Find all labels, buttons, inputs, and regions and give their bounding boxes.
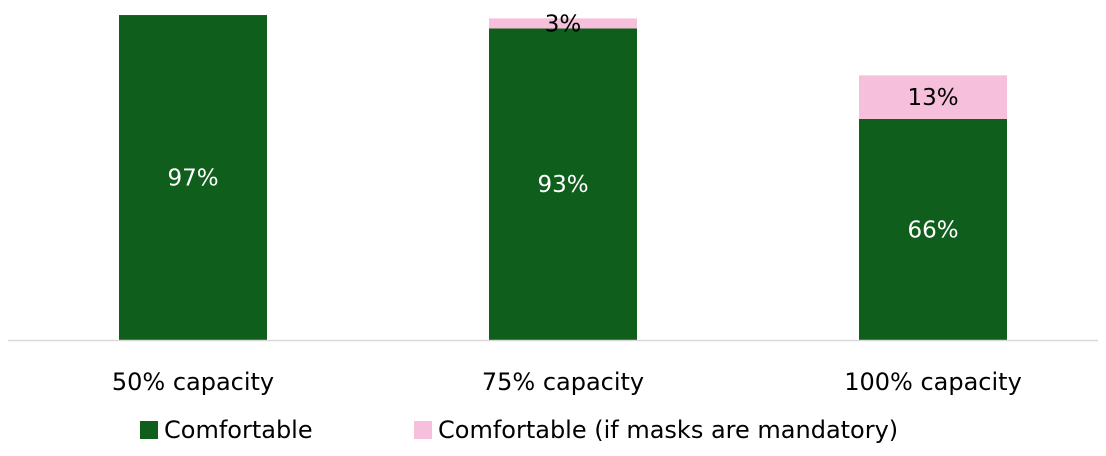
bar-segment-comfortable-2 xyxy=(859,118,1007,341)
x-tick-labels: 50% capacity 75% capacity 100% capacity xyxy=(112,368,1022,396)
legend-label-masks: Comfortable (if masks are mandatory) xyxy=(438,416,898,444)
x-tick-label-0: 50% capacity xyxy=(112,368,274,396)
legend-swatch-masks xyxy=(414,421,432,439)
x-tick-label-1: 75% capacity xyxy=(482,368,644,396)
data-labels-layer: 97% 93% 3% 66% 13% xyxy=(167,11,958,243)
bar-segment-comfortable-0 xyxy=(119,15,267,341)
bar-segment-comfortable-1 xyxy=(489,28,637,340)
data-label-masks-2: 13% xyxy=(907,85,958,111)
legend: Comfortable Comfortable (if masks are man… xyxy=(140,416,898,444)
x-tick-label-2: 100% capacity xyxy=(844,368,1022,396)
bar-segment-masks-2 xyxy=(859,75,1007,119)
data-label-comfortable-0: 97% xyxy=(167,166,218,192)
data-label-comfortable-2: 66% xyxy=(907,217,958,243)
bar-segment-masks-1 xyxy=(489,18,637,29)
data-label-comfortable-1: 93% xyxy=(537,172,588,198)
bars-layer xyxy=(119,15,1007,341)
legend-swatch-comfortable xyxy=(140,421,158,439)
data-label-masks-1: 3% xyxy=(545,11,582,37)
legend-label-comfortable: Comfortable xyxy=(164,416,313,444)
